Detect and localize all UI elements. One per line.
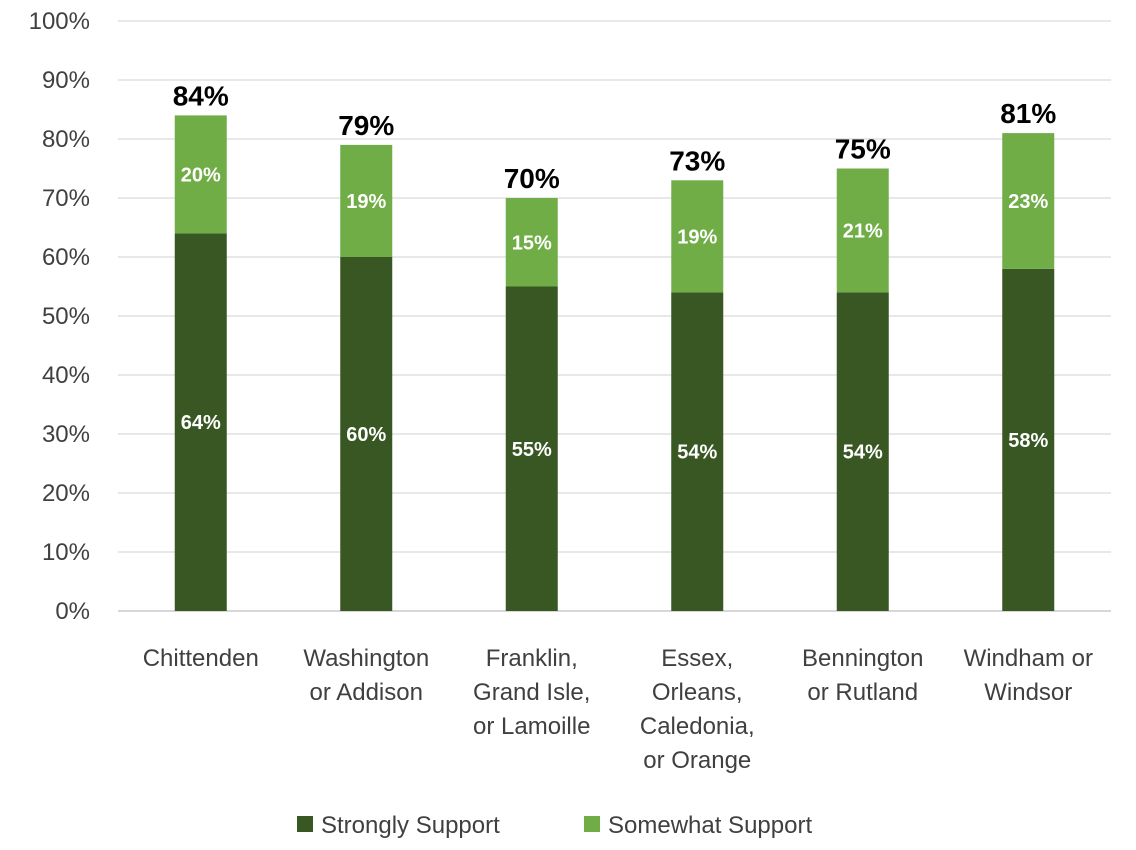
- bar-segment: [836, 168, 889, 293]
- x-tick-label: Essex, Orleans, Caledonia, or Orange: [640, 645, 755, 774]
- total-data-label: 79%: [338, 110, 394, 141]
- segment-data-label: 20%: [181, 164, 221, 186]
- segment-data-label: 55%: [512, 439, 552, 461]
- gridlines: [118, 20, 1111, 612]
- bar-segment: [505, 198, 558, 287]
- bar-segment: [1002, 133, 1055, 269]
- total-data-label: 73%: [669, 145, 725, 176]
- legend-swatch: [297, 816, 313, 832]
- x-tick-label: Franklin, Grand Isle, or Lamoille: [473, 645, 590, 740]
- bar-segment: [174, 233, 227, 611]
- segment-data-label: 19%: [677, 226, 717, 248]
- bar-segment: [174, 115, 227, 234]
- y-tick-label: 10%: [42, 539, 90, 566]
- bar-segment: [671, 292, 724, 611]
- total-data-label: 81%: [1000, 98, 1056, 129]
- y-tick-label: 20%: [42, 480, 90, 507]
- bar-segment: [1002, 268, 1055, 611]
- y-tick-label: 80%: [42, 126, 90, 153]
- legend-label: Strongly Support: [321, 812, 500, 839]
- x-tick-label: Washington or Addison: [303, 645, 429, 706]
- legend-label: Somewhat Support: [608, 812, 812, 839]
- y-tick-label: 30%: [42, 421, 90, 448]
- bar-segment: [340, 144, 393, 257]
- segment-data-label: 21%: [843, 220, 883, 242]
- bar-segment: [671, 180, 724, 293]
- y-tick-label: 70%: [42, 185, 90, 212]
- segment-data-label: 15%: [512, 232, 552, 254]
- y-tick-label: 90%: [42, 67, 90, 94]
- y-axis: 0% 10% 20% 30% 40% 50% 60% 70% 80% 90% 100%: [29, 8, 90, 625]
- bar-segment: [505, 286, 558, 611]
- bars: 64% 20% 84% 60% 19% 79% 55% 15% 70% 54% 19% 73% 54% 2…: [173, 80, 1056, 611]
- total-data-label: 70%: [504, 163, 560, 194]
- legend-swatch: [584, 816, 600, 832]
- total-data-label: 84%: [173, 80, 229, 111]
- x-tick-label: Windham or Windsor: [964, 645, 1093, 706]
- segment-data-label: 23%: [1008, 191, 1048, 213]
- bar-segment: [836, 292, 889, 611]
- y-tick-label: 50%: [42, 303, 90, 330]
- segment-data-label: 58%: [1008, 430, 1048, 452]
- total-data-label: 75%: [835, 134, 891, 165]
- segment-data-label: 54%: [677, 442, 717, 464]
- x-tick-label: Bennington or Rutland: [802, 645, 923, 706]
- bar-segment: [340, 257, 393, 611]
- x-axis: Chittenden Washington or Addison Franklin, G…: [143, 645, 1093, 774]
- segment-data-label: 54%: [843, 442, 883, 464]
- segment-data-label: 19%: [346, 191, 386, 213]
- y-tick-label: 60%: [42, 244, 90, 271]
- x-tick-label: Chittenden: [143, 645, 259, 672]
- y-tick-label: 100%: [29, 8, 90, 35]
- segment-data-label: 64%: [181, 412, 221, 434]
- y-tick-label: 40%: [42, 362, 90, 389]
- y-tick-label: 0%: [55, 598, 90, 625]
- segment-data-label: 60%: [346, 424, 386, 446]
- legend: Strongly Support Somewhat Support: [297, 812, 812, 839]
